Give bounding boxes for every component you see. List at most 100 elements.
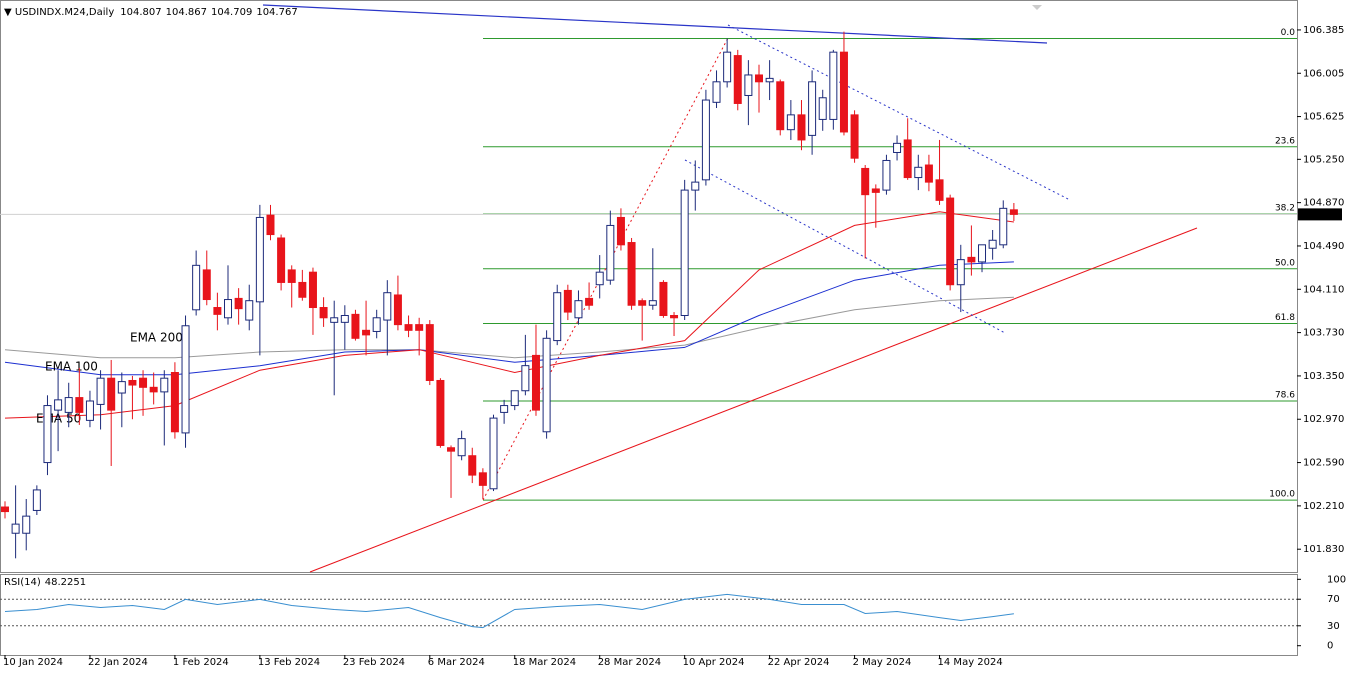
y-tick-label: 70 (1327, 594, 1340, 605)
rsi-line (4, 593, 1014, 629)
fib-label: 100.0 (1269, 490, 1295, 500)
x-tick-label: 10 Apr 2024 (683, 657, 745, 668)
candle-body (107, 377, 116, 411)
candle-body (903, 139, 912, 179)
candle-body (468, 455, 477, 476)
candle-body (871, 188, 880, 193)
candle-body (839, 51, 848, 133)
candle-body (128, 379, 137, 386)
x-tick-label: 28 Mar 2024 (598, 657, 661, 668)
candle-body (744, 74, 753, 96)
candle-body (531, 354, 540, 411)
candle-body (160, 377, 169, 393)
candle-body (308, 271, 317, 309)
candle-body (521, 365, 530, 392)
candle-body (298, 281, 307, 298)
candle-body (340, 315, 349, 323)
candle-body (701, 99, 710, 181)
candle-body (330, 317, 339, 323)
rsi-value: 48.2251 (45, 577, 86, 588)
candle-body (935, 179, 944, 201)
candle-body (181, 325, 190, 434)
x-tick-label: 14 May 2024 (938, 657, 1003, 668)
open: 104.807 (120, 7, 161, 18)
candle-body (670, 315, 679, 319)
candle-body (606, 224, 615, 281)
fib-label: 23.6 (1275, 136, 1295, 146)
candle-body (117, 381, 126, 394)
candle-body (914, 166, 923, 179)
trend-line (262, 4, 1048, 44)
candle-body (786, 114, 795, 131)
candle-body (255, 216, 264, 303)
candle-body (425, 324, 434, 381)
price-tag-label: 104.767 (1301, 209, 1342, 220)
y-tick-label: 106.005 (1303, 68, 1344, 79)
x-tick-label: 13 Feb 2024 (258, 657, 320, 668)
candle-body (64, 397, 73, 413)
candle-body (75, 397, 84, 413)
rsi-panel (0, 574, 1298, 656)
y-tick-label: 104.870 (1303, 198, 1344, 209)
price-tag (1298, 208, 1342, 221)
candle-body (234, 297, 243, 310)
ema-line (4, 296, 1014, 359)
x-tick-label: 10 Jan 2024 (3, 657, 63, 668)
candle-body (924, 164, 933, 183)
candle-body (967, 256, 976, 263)
candle-body (659, 281, 668, 317)
candle-body (638, 300, 647, 306)
main-panel (0, 0, 1298, 573)
candle-body (489, 417, 498, 490)
candle-body (680, 189, 689, 317)
y-tick-label: 105.625 (1303, 112, 1344, 123)
candle-body (32, 489, 41, 511)
trend-line (482, 37, 729, 501)
candle-body (43, 405, 52, 464)
marker (1032, 5, 1042, 10)
candle-body (362, 329, 371, 336)
y-tick-label: 0 (1327, 641, 1333, 652)
candle-body (850, 114, 859, 159)
candle-body (733, 55, 742, 104)
candle-body (818, 97, 827, 120)
candle-body (85, 400, 94, 421)
candle-body (1009, 209, 1018, 215)
y-tick-label: 101.830 (1303, 544, 1344, 555)
low: 104.709 (211, 7, 252, 18)
candle-body (946, 197, 955, 286)
x-tick-label: 22 Apr 2024 (768, 657, 830, 668)
y-tick-label: 105.250 (1303, 154, 1344, 165)
close: 104.767 (256, 7, 297, 18)
y-tick-label: 104.490 (1303, 241, 1344, 252)
candle-body (415, 324, 424, 331)
candle-body (542, 337, 551, 433)
x-tick-label: 18 Mar 2024 (513, 657, 576, 668)
candle-body (213, 307, 222, 315)
trend-line (309, 227, 1198, 573)
x-tick-label: 6 Mar 2024 (428, 657, 485, 668)
candle-body (224, 299, 233, 319)
y-tick-label: 30 (1327, 621, 1340, 632)
candle-body (956, 259, 965, 286)
fib-label: 78.6 (1275, 391, 1295, 401)
high: 104.867 (166, 7, 207, 18)
candle-body (447, 447, 456, 452)
channel-line (727, 24, 1071, 201)
candle-body (648, 300, 657, 306)
fib-label: 61.8 (1275, 313, 1295, 323)
candle-body (287, 269, 296, 283)
candle-body (383, 292, 392, 321)
y-tick-label: 104.110 (1303, 284, 1344, 295)
fib-label: 0.0 (1281, 28, 1296, 38)
arrow-icon: ▼ (4, 7, 15, 18)
candle-body (808, 81, 817, 136)
symbol: USDINDX.M24,Daily (15, 7, 114, 18)
x-tick-label: 22 Jan 2024 (88, 657, 148, 668)
candle-body (627, 242, 636, 306)
candle-body (372, 317, 381, 332)
candle-body (11, 523, 20, 534)
channel-line (684, 159, 1006, 334)
candle-body (500, 405, 509, 413)
